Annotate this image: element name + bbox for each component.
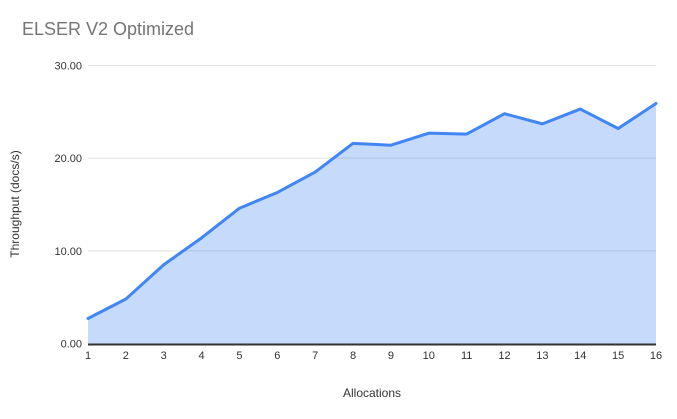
x-tick-label: 1 [85, 350, 91, 362]
x-tick-label: 11 [461, 350, 472, 362]
x-tick-label: 5 [236, 350, 242, 362]
chart-title: ELSER V2 Optimized [22, 19, 195, 39]
series-line [86, 101, 658, 320]
x-tick-label: 9 [388, 350, 394, 362]
y-tick-label: 10.00 [54, 246, 82, 258]
x-tick-label: 3 [161, 350, 167, 362]
x-tick-label: 14 [574, 350, 586, 362]
x-tick-label: 4 [199, 350, 205, 362]
x-tick-label: 2 [123, 350, 129, 362]
x-tick-label: 16 [650, 350, 662, 362]
y-tick-label: 0.00 [61, 339, 82, 351]
area-fill [88, 103, 656, 344]
y-tick-label: 20.00 [54, 153, 82, 165]
x-tick-label: 7 [312, 350, 318, 362]
y-tick-label: 30.00 [54, 61, 82, 73]
x-tick-label: 13 [536, 350, 548, 362]
x-tick-label: 10 [423, 350, 435, 362]
x-tick-label: 6 [274, 350, 280, 362]
x-axis-title: Allocations [342, 386, 402, 400]
x-tick-label: 12 [498, 350, 510, 362]
x-tick-label: 15 [612, 350, 624, 362]
x-tick-label: 8 [350, 350, 356, 362]
